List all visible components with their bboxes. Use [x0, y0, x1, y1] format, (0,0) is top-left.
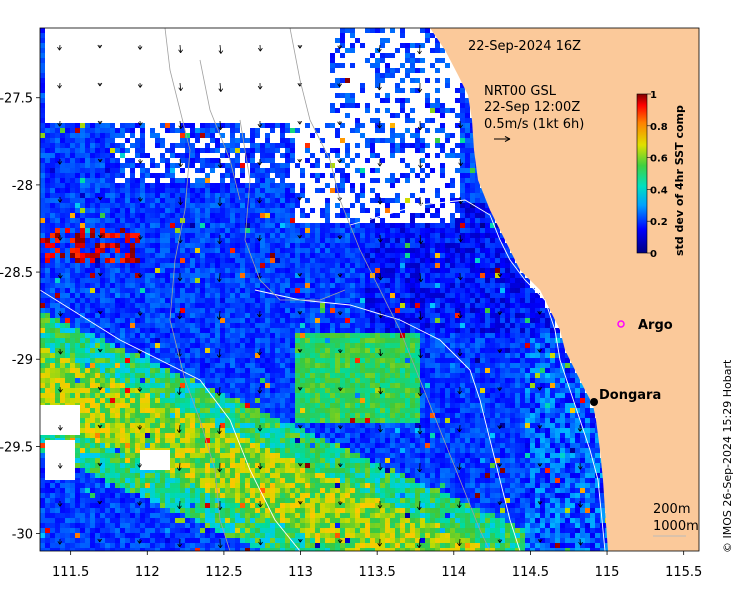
scale-arrow-icon — [494, 136, 511, 142]
colorbar-tick-label: 0 — [650, 249, 657, 260]
y-tick-label: -27.5 — [0, 92, 33, 107]
dongara-town: Dongara — [590, 388, 661, 406]
dongara-marker-icon — [590, 398, 598, 406]
map-frame — [39, 27, 700, 552]
argo-float: Argo — [617, 318, 673, 333]
x-tick-label: 112.5 — [205, 565, 242, 580]
y-tick-label: -29.5 — [0, 440, 33, 455]
y-tick-label: -30 — [12, 528, 33, 543]
colorbar-tick-label: 0.2 — [650, 217, 668, 228]
current-time-label: 22-Sep 12:00Z — [484, 100, 580, 115]
current-vector-field — [57, 44, 583, 549]
colorbar-tick-label: 0.4 — [650, 185, 668, 196]
y-tick-label: -28.5 — [0, 266, 33, 281]
y-tick-label: -28 — [12, 179, 33, 194]
bathymetry-contour-grey — [164, 28, 491, 551]
x-tick-label: 113.5 — [359, 565, 396, 580]
x-tick-label: 114.5 — [512, 565, 549, 580]
colorbar-label: std dev of 4hr SST comp — [673, 105, 686, 256]
x-tick-label: 112 — [135, 565, 160, 580]
x-tick-label: 113 — [288, 565, 313, 580]
credit-label: © IMOS 26-Sep-2024 15:29 Hobart — [721, 359, 734, 553]
colorbar-tick-label: 0.6 — [650, 154, 668, 165]
x-tick-label: 115 — [595, 565, 620, 580]
argo-marker-icon — [617, 320, 625, 328]
contour-label-200m: 200m — [653, 502, 690, 517]
x-tick-label: 114 — [441, 565, 466, 580]
map-panel — [40, 28, 699, 551]
argo-label: Argo — [638, 318, 673, 333]
y-tick-label: -29 — [12, 353, 33, 368]
isobath-1000m — [40, 289, 521, 551]
dongara-label: Dongara — [599, 388, 661, 403]
current-source-label: NRT00 GSL — [484, 84, 557, 99]
y-axis: -27.5 -28 -28.5 -29 -29.5 -30 — [0, 92, 40, 543]
contour-label-1000m: 1000m — [653, 519, 699, 534]
colorbar-gradient — [636, 93, 648, 254]
current-scale-label: 0.5m/s (1kt 6h) — [484, 117, 584, 132]
colorbar-tick-label: 1 — [650, 90, 657, 101]
timestamp-label: 22-Sep-2024 16Z — [468, 39, 581, 54]
x-axis: 111.5 112 112.5 113 113.5 114 114.5 115 115.5 — [52, 551, 702, 580]
colorbar: 0 0.2 0.4 0.6 0.8 1 std dev of 4hr SST comp — [636, 90, 686, 260]
isobath-200m — [349, 199, 606, 551]
colorbar-tick-label: 0.8 — [650, 122, 668, 133]
x-tick-label: 115.5 — [665, 565, 702, 580]
x-tick-label: 111.5 — [52, 565, 89, 580]
colorbar-ticks: 0 0.2 0.4 0.6 0.8 1 — [647, 90, 668, 260]
coastline-land — [430, 28, 699, 551]
